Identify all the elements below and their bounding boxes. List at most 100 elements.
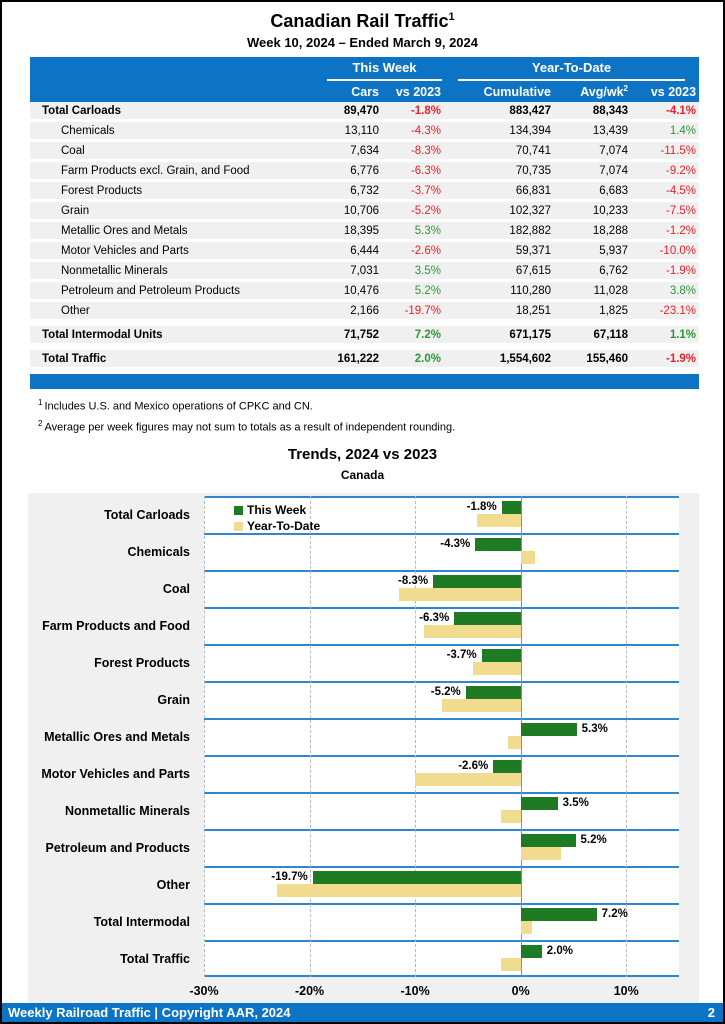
bar-this-week xyxy=(520,797,558,811)
cumulative-value: 70,735 xyxy=(444,162,554,182)
chart-band: -6.3% xyxy=(204,607,679,645)
bar-this-week xyxy=(454,612,521,626)
avg-wk-value: 13,439 xyxy=(554,122,631,142)
row-label: Total Intermodal Units xyxy=(30,322,325,346)
row-label: Coal xyxy=(30,142,325,162)
chart-category-label: Motor Vehicles and Parts xyxy=(41,766,190,781)
page-subtitle: Week 10, 2024 – Ended March 9, 2024 xyxy=(246,35,478,50)
bar-this-week xyxy=(501,501,521,515)
ytd-vs-2023-value: -23.1% xyxy=(631,302,700,322)
x-axis-tick-label: -30% xyxy=(189,984,219,999)
chart-category-label: Other xyxy=(156,877,190,892)
table-row: Total Traffic 161,222 2.0% 1,554,602 155,460… xyxy=(30,346,700,370)
cumulative-value: 1,554,602 xyxy=(444,346,554,370)
cumulative-value: 70,741 xyxy=(444,142,554,162)
cars-value: 6,732 xyxy=(325,182,382,202)
cumulative-value: 883,427 xyxy=(444,102,554,122)
avg-wk-value: 18,288 xyxy=(554,222,631,242)
avg-wk-value: 155,460 xyxy=(554,346,631,370)
x-axis-tick-label: -10% xyxy=(400,984,430,999)
ytd-vs-2023-value: -1.2% xyxy=(631,222,700,242)
bar-value-label: -19.7% xyxy=(271,871,308,884)
chart-category-label: Total Intermodal xyxy=(93,914,190,929)
bar-year-to-date xyxy=(399,588,521,602)
x-axis-tick-label: 0% xyxy=(511,984,530,999)
chart-row: Total Intermodal 7.2% xyxy=(28,903,699,941)
table-row: Other 2,166 -19.7% 18,251 1,825 -23.1% xyxy=(30,302,700,322)
bar-value-label: 7.2% xyxy=(601,908,628,921)
table-row: Chemicals 13,110 -4.3% 134,394 13,439 1.4% xyxy=(30,122,700,142)
x-axis-tick-label: -20% xyxy=(294,984,325,999)
chart-plot-area: Total Carloads -1.8% This Week Year-To-Date… xyxy=(28,496,699,978)
bar-year-to-date xyxy=(473,662,521,676)
col-header-cars: Cars xyxy=(325,81,382,102)
col-header-cumulative: Cumulative xyxy=(444,81,554,102)
avg-wk-value: 10,233 xyxy=(554,202,631,222)
gridline xyxy=(309,496,311,978)
ytd-vs-2023-value: -1.9% xyxy=(631,262,700,282)
ytd-vs-2023-value: 1.1% xyxy=(631,322,700,346)
bar-value-label: -3.7% xyxy=(446,649,477,662)
bar-this-week xyxy=(520,908,597,922)
cars-vs-2023-value: -1.8% xyxy=(382,102,444,122)
cars-vs-2023-value: 3.5% xyxy=(382,262,444,282)
chart-row: Total Carloads -1.8% This Week Year-To-Date xyxy=(28,496,699,534)
chart-band: 5.2% xyxy=(204,829,679,867)
table-bottom-blue-bar xyxy=(30,374,699,389)
chart-row: Motor Vehicles and Parts -2.6% xyxy=(28,755,699,793)
empty-header-cell xyxy=(30,57,325,81)
chart-title: Trends, 2024 vs 2023 xyxy=(287,446,438,464)
bar-this-week xyxy=(481,649,521,663)
cumulative-value: 102,327 xyxy=(444,202,554,222)
gridline xyxy=(415,496,417,978)
bar-this-week xyxy=(475,538,521,552)
cars-vs-2023-value: -2.6% xyxy=(382,242,444,262)
cars-value: 10,476 xyxy=(325,282,382,302)
table-row: Total Carloads 89,470 -1.8% 883,427 88,343 -4… xyxy=(30,102,700,122)
table-row: Metallic Ores and Metals 18,395 5.3% 182,88… xyxy=(30,222,700,242)
table-body: Total Carloads 89,470 -1.8% 883,427 88,343 -4… xyxy=(30,102,700,370)
table-row: Coal 7,634 -8.3% 70,741 7,074 -11.5% xyxy=(30,142,700,162)
table-row: Nonmetallic Minerals 7,031 3.5% 67,615 6,762… xyxy=(30,262,700,282)
cars-vs-2023-value: 5.3% xyxy=(382,222,444,242)
ytd-vs-2023-value: -4.5% xyxy=(631,182,700,202)
cumulative-value: 671,175 xyxy=(444,322,554,346)
zero-gridline xyxy=(520,496,522,978)
chart-row: Petroleum and Products 5.2% xyxy=(28,829,699,867)
chart-band: 7.2% xyxy=(204,903,679,941)
cars-value: 161,222 xyxy=(325,346,382,370)
chart-category-label: Metallic Ores and Metals xyxy=(44,729,190,744)
cars-vs-2023-value: 7.2% xyxy=(382,322,444,346)
chart-panel: Total Carloads -1.8% This Week Year-To-Date… xyxy=(28,493,699,1008)
footnote: 2 Average per week figures may not sum to… xyxy=(38,418,456,434)
avg-wk-value: 88,343 xyxy=(554,102,631,122)
cars-vs-2023-value: 2.0% xyxy=(382,346,444,370)
page-title-text: Canadian Rail Traffic xyxy=(270,11,449,31)
legend-label: Year-To-Date xyxy=(247,519,321,534)
chart-band: -8.3% xyxy=(204,570,679,608)
empty-header-cell xyxy=(30,81,325,102)
cars-vs-2023-value: -5.2% xyxy=(382,202,444,222)
ytd-vs-2023-value: 1.4% xyxy=(631,122,700,142)
ytd-vs-2023-value: -9.2% xyxy=(631,162,700,182)
cars-value: 6,776 xyxy=(325,162,382,182)
row-label: Farm Products excl. Grain, and Food xyxy=(30,162,325,182)
bar-value-label: -6.3% xyxy=(419,612,450,625)
row-label: Metallic Ores and Metals xyxy=(30,222,325,242)
bar-year-to-date xyxy=(500,810,521,824)
chart-row: Total Traffic 2.0% xyxy=(28,940,699,978)
avg-wk-value: 6,683 xyxy=(554,182,631,202)
bar-year-to-date xyxy=(276,884,521,898)
chart-band: -1.8% This Week Year-To-Date xyxy=(204,496,679,534)
chart-subtitle: Canada xyxy=(340,468,385,483)
ytd-vs-2023-value: -10.0% xyxy=(631,242,700,262)
bar-value-label: 5.3% xyxy=(581,723,608,736)
chart-category-label: Coal xyxy=(162,581,190,596)
chart-row: Farm Products and Food -6.3% xyxy=(28,607,699,645)
chart-row: Metallic Ores and Metals 5.3% xyxy=(28,718,699,756)
bar-value-label: 2.0% xyxy=(546,945,573,958)
footnote: 1 Includes U.S. and Mexico operations of … xyxy=(38,398,313,413)
cars-vs-2023-value: -3.7% xyxy=(382,182,444,202)
cars-vs-2023-value: -6.3% xyxy=(382,162,444,182)
legend-item: Year-To-Date xyxy=(234,518,320,534)
